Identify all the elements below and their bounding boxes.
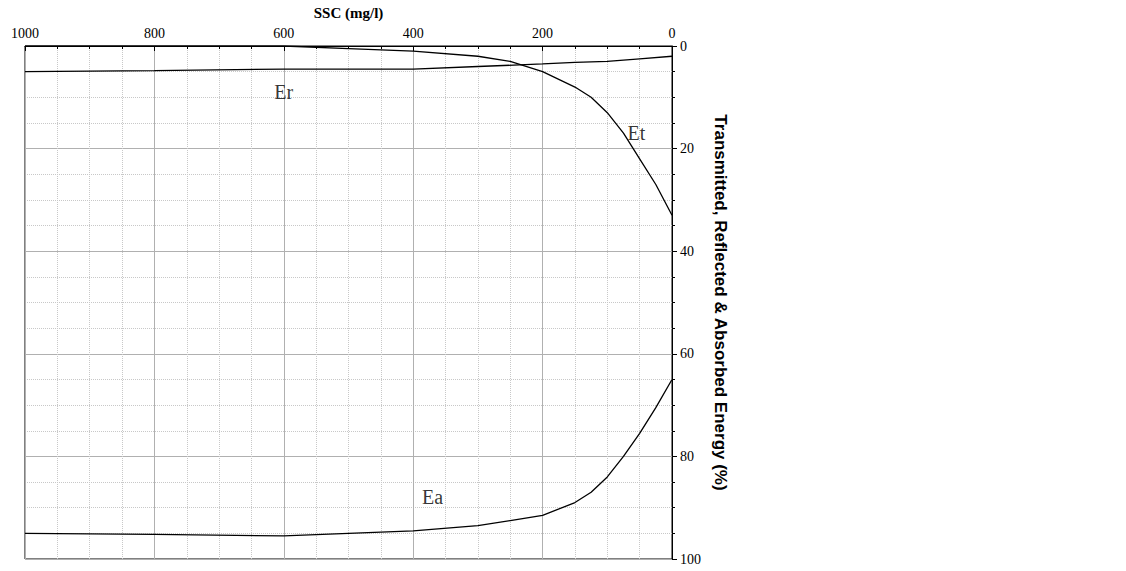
svg-text:400: 400	[403, 26, 424, 41]
svg-text:SSC (mg/l): SSC (mg/l)	[314, 5, 384, 22]
svg-text:600: 600	[273, 26, 294, 41]
svg-text:100: 100	[680, 552, 701, 567]
svg-text:40: 40	[680, 244, 694, 259]
svg-text:Ea: Ea	[422, 486, 443, 508]
svg-text:0: 0	[669, 26, 676, 41]
svg-text:1000: 1000	[11, 26, 39, 41]
svg-text:0: 0	[680, 39, 687, 54]
svg-text:Transmitted, Reflected & Absor: Transmitted, Reflected & Absorbed Energy…	[711, 114, 730, 490]
svg-text:Er: Er	[274, 81, 293, 103]
svg-text:Et: Et	[628, 122, 646, 144]
svg-text:80: 80	[680, 449, 694, 464]
svg-text:200: 200	[532, 26, 553, 41]
svg-text:800: 800	[144, 26, 165, 41]
svg-text:20: 20	[680, 141, 694, 156]
svg-text:60: 60	[680, 346, 694, 361]
